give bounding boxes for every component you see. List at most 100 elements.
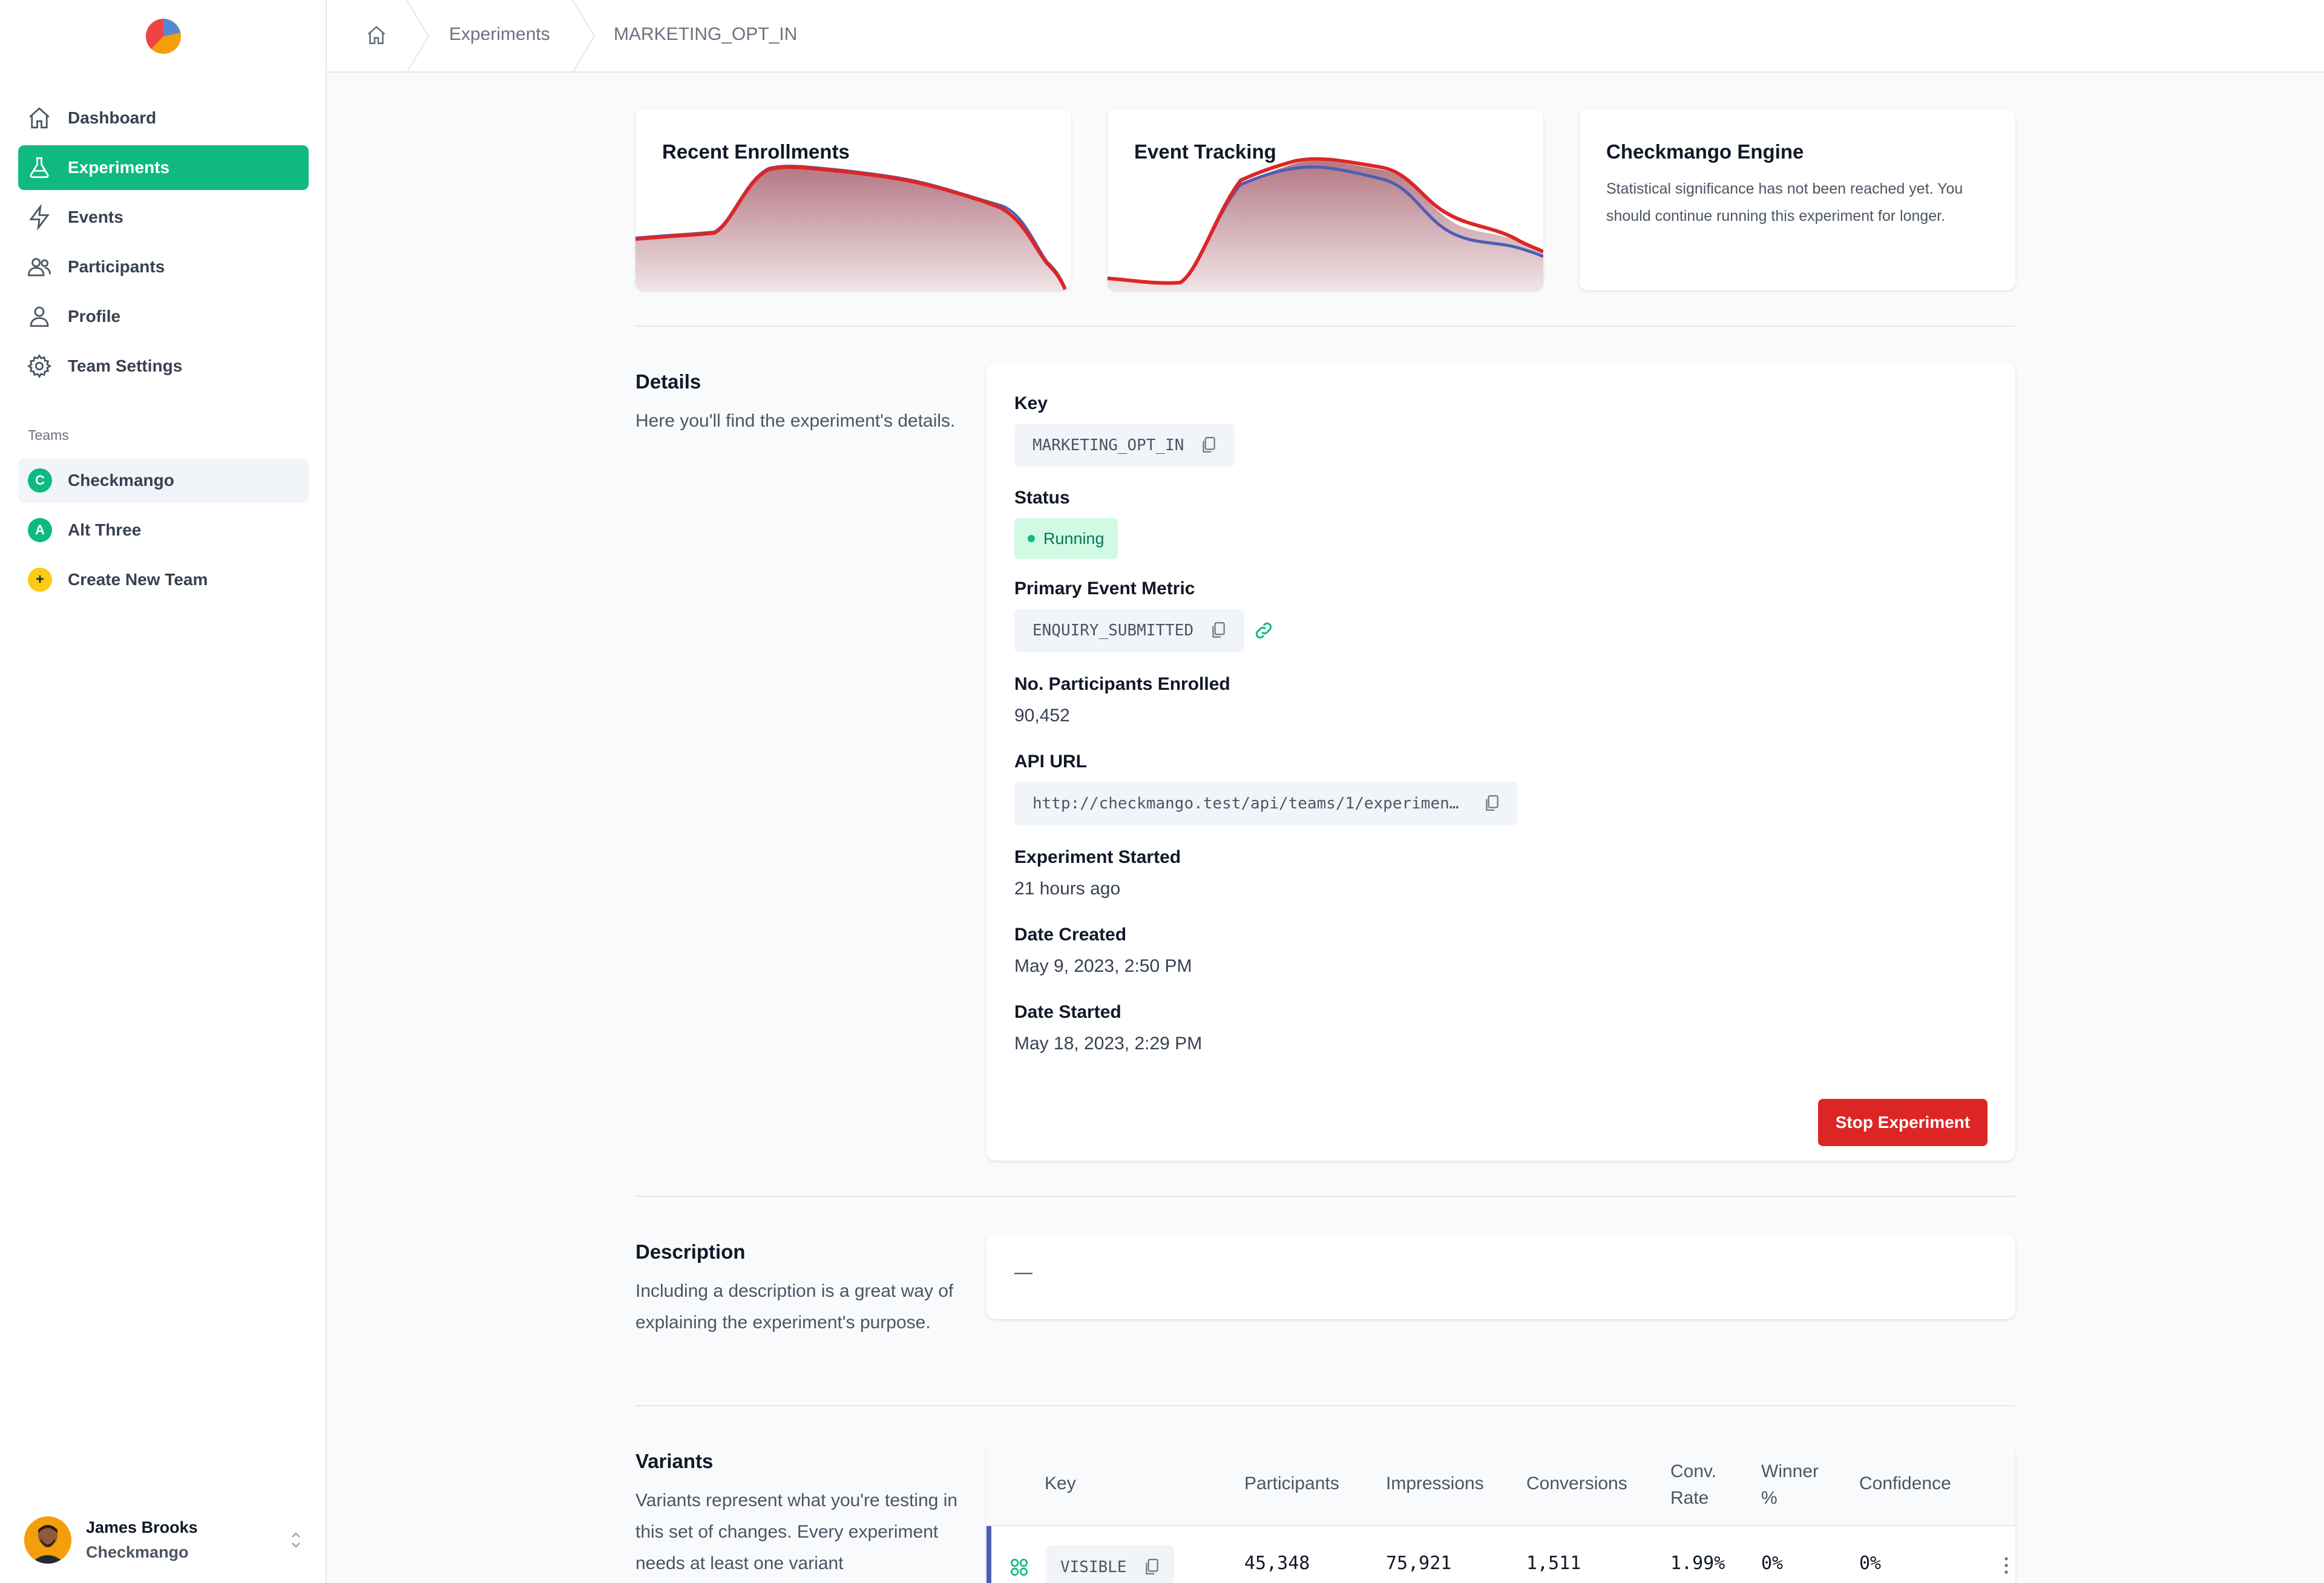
- sidebar: Dashboard Experiments Events Participant…: [0, 0, 327, 1583]
- sidebar-item-dashboard[interactable]: Dashboard: [18, 96, 309, 140]
- variants-title: Variants: [635, 1450, 714, 1472]
- team-label: Alt Three: [68, 520, 142, 539]
- card-title: Checkmango Engine: [1606, 140, 1804, 163]
- column-header[interactable]: Impressions: [1386, 1473, 1484, 1493]
- chevron-up-down-icon: [289, 1530, 303, 1555]
- sidebar-item-label: Events: [68, 208, 123, 226]
- date-started-value: May 18, 2023, 2:29 PM: [1014, 1034, 1203, 1054]
- column-header[interactable]: Key: [1045, 1473, 1076, 1493]
- variant-winner: 0%: [1761, 1553, 1784, 1574]
- description-help: Including a description is a great way o…: [635, 1281, 954, 1332]
- team-badge: C: [28, 468, 52, 493]
- link-icon[interactable]: [1253, 620, 1275, 641]
- divider: [635, 1196, 2015, 1197]
- key-pill: MARKETING_OPT_IN: [1014, 424, 1235, 467]
- team-label: Create New Team: [68, 570, 208, 589]
- gear-icon: [27, 353, 52, 379]
- variant-color-bar: [986, 1526, 991, 1583]
- variant-conv-rate: 1.99%: [1670, 1553, 1725, 1574]
- date-started-label: Date Started: [1014, 1002, 1121, 1022]
- variant-impressions: 75,921: [1386, 1553, 1452, 1574]
- stop-experiment-button[interactable]: Stop Experiment: [1818, 1099, 1988, 1146]
- participants-label: No. Participants Enrolled: [1014, 674, 1230, 694]
- copy-icon[interactable]: [1210, 621, 1226, 640]
- details-title: Details: [635, 370, 701, 393]
- variants-help: Variants represent what you're testing i…: [635, 1490, 958, 1573]
- more-options-icon[interactable]: [1997, 1555, 2015, 1576]
- details-description: Here you'll find the experiment's detail…: [635, 411, 956, 431]
- avatar: [24, 1516, 71, 1564]
- sidebar-item-participants[interactable]: Participants: [18, 244, 309, 289]
- breadcrumb-separator: [572, 0, 596, 73]
- status-value: Running: [1043, 529, 1105, 548]
- started-label: Experiment Started: [1014, 847, 1181, 867]
- column-header[interactable]: Conversions: [1526, 1473, 1627, 1493]
- metric-pill: ENQUIRY_SUBMITTED: [1014, 609, 1245, 652]
- variant-key-pill: VISIBLE: [1046, 1545, 1174, 1583]
- description-value: —: [1014, 1262, 1032, 1282]
- details-card: [986, 363, 2015, 1161]
- checkmango-logo[interactable]: [145, 18, 182, 54]
- started-value: 21 hours ago: [1014, 879, 1121, 899]
- breadcrumb-current[interactable]: MARKETING_OPT_IN: [614, 24, 798, 44]
- team-badge: A: [28, 518, 52, 542]
- status-label: Status: [1014, 488, 1070, 508]
- team-item-alt-three[interactable]: A Alt Three: [18, 508, 309, 552]
- key-label: Key: [1014, 393, 1048, 413]
- copy-icon[interactable]: [1201, 436, 1216, 454]
- user-name: James Brooks: [86, 1518, 198, 1536]
- metric-value: ENQUIRY_SUBMITTED: [1032, 621, 1194, 640]
- sidebar-item-events[interactable]: Events: [18, 195, 309, 240]
- description-card: —: [986, 1234, 2015, 1319]
- variant-participants: 45,348: [1244, 1553, 1310, 1574]
- divider: [635, 1405, 2015, 1406]
- recent-enrollments-card: Recent Enrollments: [635, 109, 1071, 290]
- column-header[interactable]: Participants: [1244, 1473, 1339, 1493]
- divider: [635, 326, 2015, 327]
- team-label: Checkmango: [68, 471, 174, 490]
- user-icon: [27, 304, 52, 329]
- breadcrumb-separator: [406, 0, 430, 73]
- breadcrumb-experiments[interactable]: Experiments: [449, 24, 550, 44]
- sidebar-item-profile[interactable]: Profile: [18, 294, 309, 339]
- sidebar-item-experiments[interactable]: Experiments: [18, 145, 309, 190]
- api-value: http://checkmango.test/api/teams/1/exper…: [1032, 795, 1459, 813]
- status-badge: Running: [1014, 518, 1118, 559]
- home-icon: [27, 105, 52, 131]
- plus-icon: +: [28, 568, 52, 592]
- create-team-button[interactable]: + Create New Team: [18, 557, 309, 602]
- beaker-icon: [27, 155, 52, 180]
- card-title: Event Tracking: [1134, 140, 1276, 163]
- engine-status-text: Statistical significance has not been re…: [1606, 180, 1963, 225]
- status-dot: [1028, 535, 1035, 542]
- bolt-icon: [27, 205, 52, 230]
- user-menu[interactable]: James Brooks Checkmango: [24, 1513, 303, 1567]
- key-value: MARKETING_OPT_IN: [1032, 436, 1184, 454]
- user-team: Checkmango: [86, 1543, 189, 1561]
- sidebar-item-team-settings[interactable]: Team Settings: [18, 344, 309, 388]
- column-header[interactable]: Conv. Rate: [1670, 1461, 1717, 1508]
- metric-label: Primary Event Metric: [1014, 578, 1195, 598]
- api-label: API URL: [1014, 752, 1087, 772]
- copy-icon[interactable]: [1484, 795, 1500, 813]
- enrollments-sparkline: [635, 165, 1071, 290]
- variant-confidence: 0%: [1859, 1553, 1882, 1574]
- column-header[interactable]: Winner %: [1761, 1461, 1819, 1508]
- copy-icon[interactable]: [1144, 1558, 1160, 1576]
- engine-card: Checkmango Engine Statistical significan…: [1580, 109, 2015, 290]
- created-label: Date Created: [1014, 925, 1127, 945]
- participants-value: 90,452: [1014, 706, 1070, 726]
- sidebar-item-label: Profile: [68, 307, 121, 326]
- column-header[interactable]: Confidence: [1859, 1473, 1951, 1493]
- description-title: Description: [635, 1241, 746, 1263]
- sidebar-item-label: Experiments: [68, 158, 170, 177]
- breadcrumb: Experiments MARKETING_OPT_IN: [327, 0, 2324, 73]
- teams-heading: Teams: [28, 427, 69, 443]
- variant-key: VISIBLE: [1060, 1558, 1127, 1576]
- team-item-checkmango[interactable]: C Checkmango: [18, 458, 309, 503]
- event-tracking-card: Event Tracking: [1108, 109, 1543, 290]
- home-icon[interactable]: [366, 24, 387, 49]
- sidebar-item-label: Team Settings: [68, 356, 183, 375]
- grid-icon: [1011, 1559, 1028, 1576]
- created-value: May 9, 2023, 2:50 PM: [1014, 956, 1192, 976]
